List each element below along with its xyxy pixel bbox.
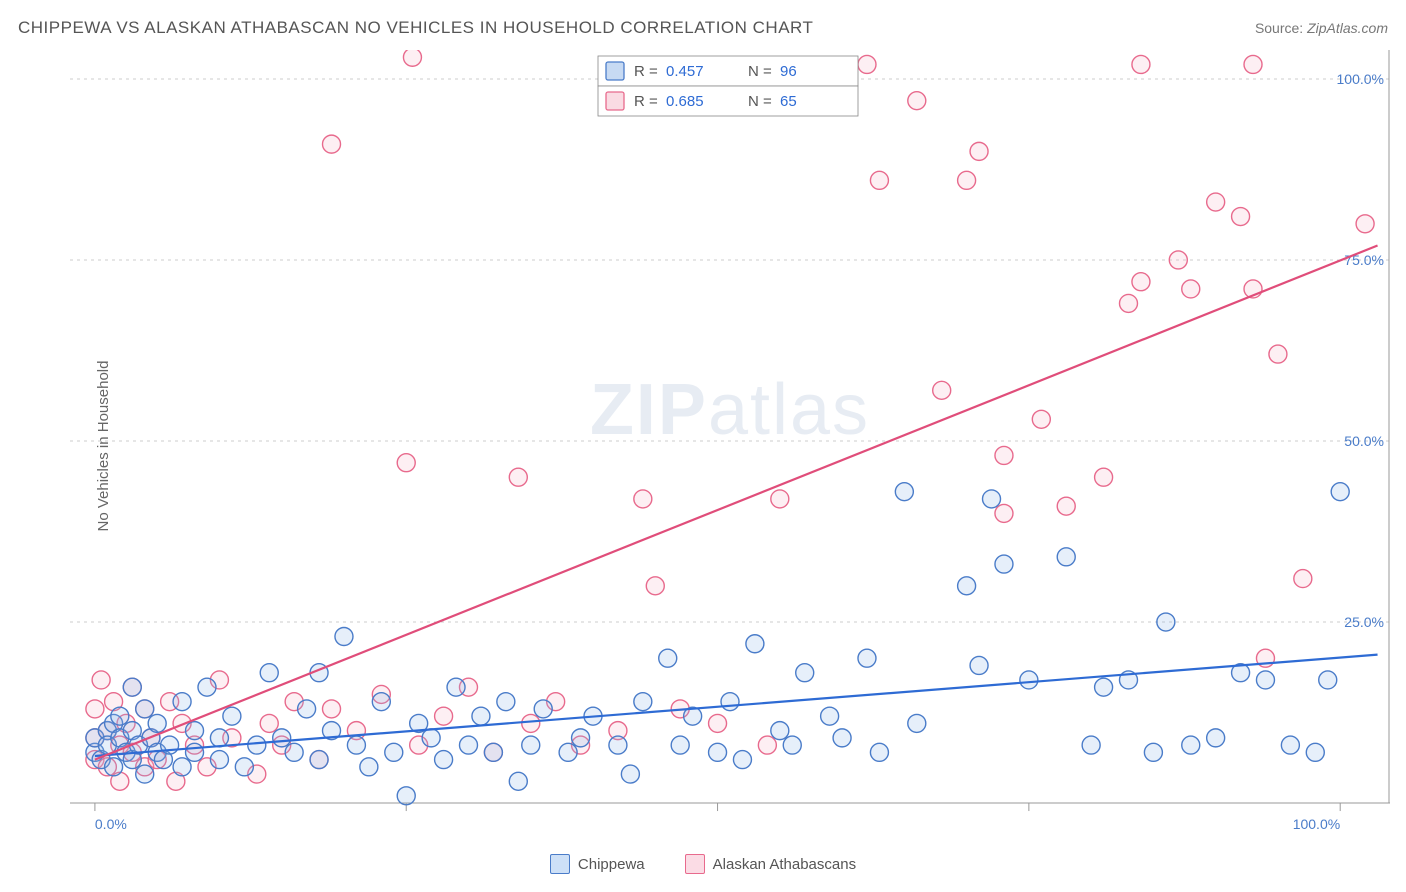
plot-area: ZIPatlas 25.0%50.0%75.0%100.0%0.0%100.0%… xyxy=(70,50,1390,832)
svg-text:65: 65 xyxy=(780,93,797,110)
svg-text:0.685: 0.685 xyxy=(666,93,704,110)
svg-text:50.0%: 50.0% xyxy=(1344,433,1384,449)
svg-text:N =: N = xyxy=(748,63,772,80)
svg-text:100.0%: 100.0% xyxy=(1337,71,1384,87)
legend-item: Chippewa xyxy=(550,854,645,874)
source-prefix: Source: xyxy=(1255,20,1307,36)
svg-text:96: 96 xyxy=(780,63,797,80)
legend-item: Alaskan Athabascans xyxy=(685,854,856,874)
chart-source: Source: ZipAtlas.com xyxy=(1255,20,1388,36)
legend-swatch xyxy=(550,854,570,874)
scatter-plot-svg: 25.0% 50.0% 75.0% 100.0% 0.0% 100.0% R = 0.457 N… xyxy=(70,50,1390,832)
svg-text:N =: N = xyxy=(748,93,772,110)
source-name: ZipAtlas.com xyxy=(1307,20,1388,36)
svg-text:75.0%: 75.0% xyxy=(1344,252,1384,268)
svg-text:0.0%: 0.0% xyxy=(95,816,127,832)
svg-text:25.0%: 25.0% xyxy=(1344,614,1384,630)
legend-label: Alaskan Athabascans xyxy=(713,856,856,873)
chart-title: CHIPPEWA VS ALASKAN ATHABASCAN NO VEHICL… xyxy=(18,18,813,38)
legend: Chippewa Alaskan Athabascans xyxy=(0,854,1406,874)
legend-label: Chippewa xyxy=(578,856,645,873)
svg-text:0.457: 0.457 xyxy=(666,63,704,80)
legend-swatch xyxy=(685,854,705,874)
svg-text:100.0%: 100.0% xyxy=(1293,816,1340,832)
svg-text:R =: R = xyxy=(634,93,658,110)
svg-text:R =: R = xyxy=(634,63,658,80)
